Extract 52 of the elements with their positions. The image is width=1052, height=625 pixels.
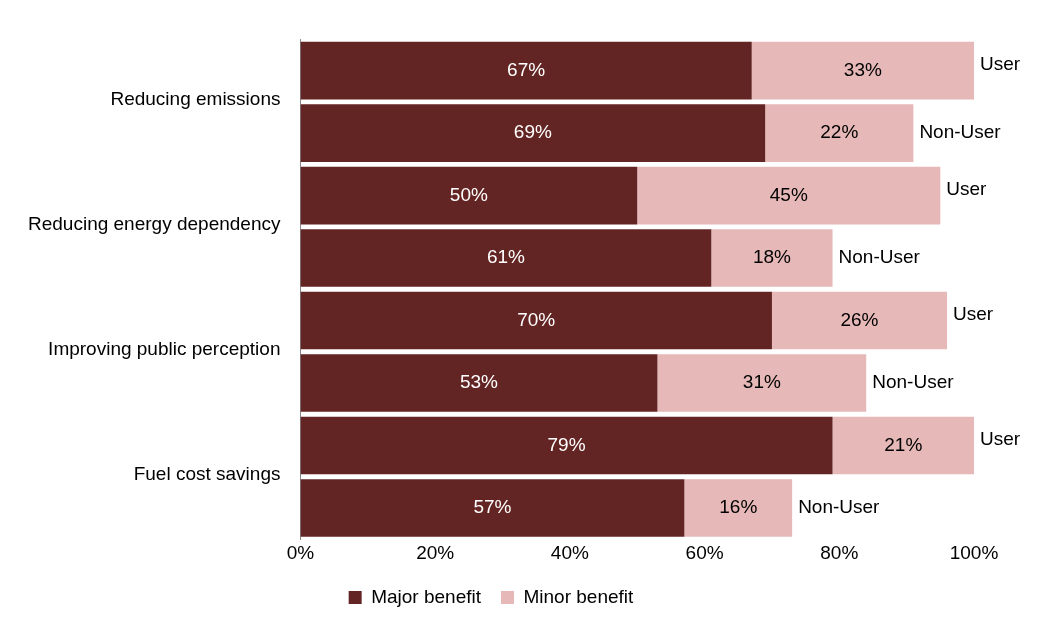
annotation: Non-User — [798, 496, 881, 518]
bar — [637, 166, 941, 225]
data-label: 79% — [547, 433, 586, 455]
y-tick-label: Reducing emissions — [110, 87, 281, 109]
data-label: 21% — [884, 433, 923, 455]
data-label: 53% — [459, 371, 499, 393]
text: User — [980, 427, 1021, 449]
bar — [300, 291, 772, 350]
bar — [300, 416, 833, 475]
data-label: 70% — [517, 308, 556, 330]
bar — [751, 41, 974, 100]
x-tick-label: 20% — [416, 541, 455, 563]
data-label: 26% — [840, 308, 879, 330]
x-tick-label: 100% — [949, 541, 999, 563]
bar — [300, 41, 752, 100]
bar — [300, 479, 685, 537]
bar — [657, 354, 867, 412]
legend-label: Major benefit — [371, 585, 482, 607]
bar — [771, 291, 948, 350]
bar — [832, 416, 974, 475]
data-label: 16% — [719, 496, 758, 518]
data-label: 22% — [820, 121, 859, 143]
y-tick-label: Improving public perception — [48, 337, 281, 359]
data-label: 61% — [486, 246, 526, 268]
data-label: 31% — [742, 371, 781, 393]
x-tick-label: 0% — [286, 541, 315, 563]
y-tick-label: Fuel cost savings — [133, 462, 281, 484]
annotation: Non-User — [872, 371, 955, 393]
data-label: 57% — [473, 496, 512, 518]
bar — [300, 166, 638, 225]
legend-label: Minor benefit — [523, 585, 635, 607]
annotation: User — [946, 177, 988, 199]
text: User — [980, 52, 1021, 74]
bar — [300, 354, 658, 412]
bar — [300, 104, 766, 162]
data-label: 69% — [513, 121, 552, 143]
bar — [765, 104, 914, 162]
annotation: Non-User — [838, 246, 921, 268]
annotation: User — [953, 302, 994, 324]
x-tick-label: 80% — [820, 541, 859, 563]
y-tick-label: Reducing energy dependency — [28, 212, 281, 234]
data-label: 50% — [449, 183, 488, 205]
bar — [300, 229, 712, 287]
data-label: 33% — [843, 58, 882, 80]
data-label: 67% — [507, 58, 546, 80]
x-tick-label: 40% — [550, 541, 589, 563]
data-label: 18% — [752, 246, 792, 268]
x-tick-label: 60% — [685, 541, 724, 563]
annotation: Non-User — [919, 121, 1002, 143]
bar — [711, 229, 833, 287]
bar — [684, 479, 793, 537]
data-label: 45% — [769, 183, 808, 205]
